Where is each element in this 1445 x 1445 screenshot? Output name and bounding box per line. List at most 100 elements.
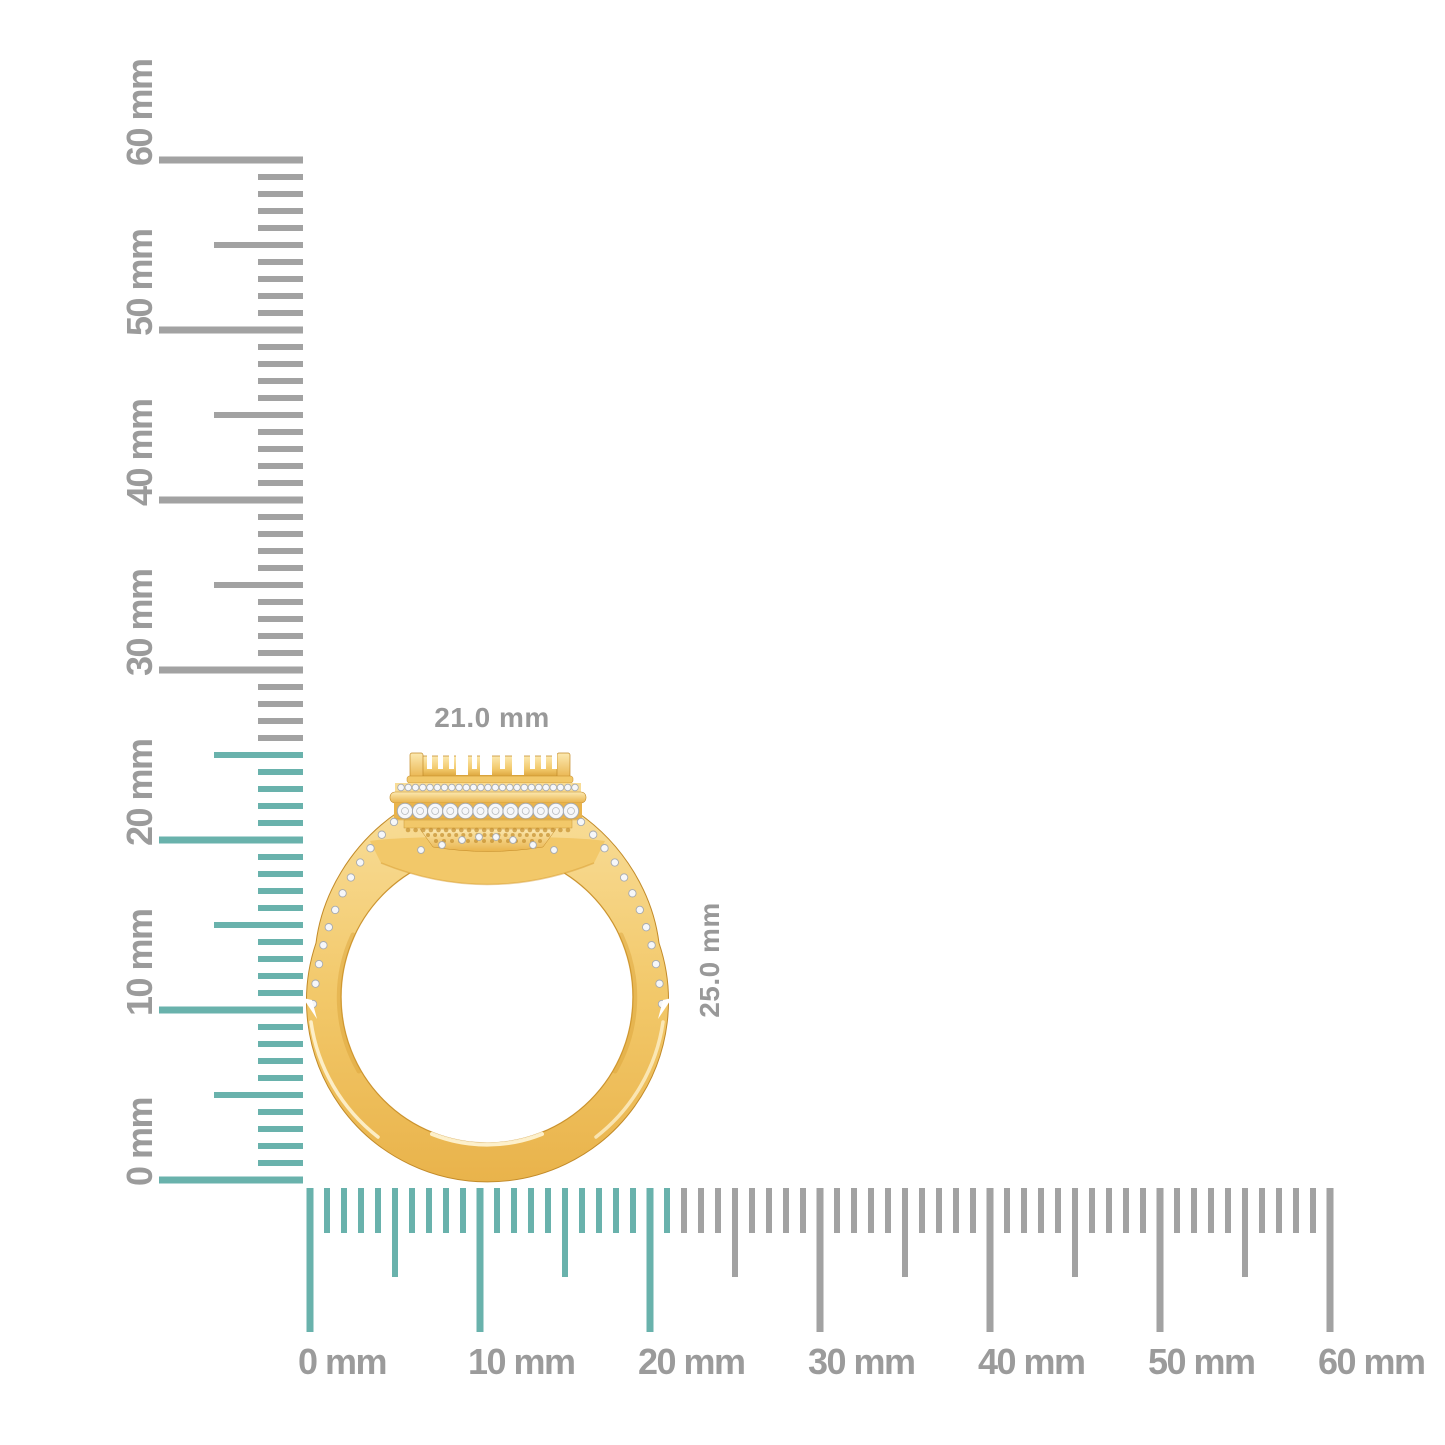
horizontal-ruler: 0 mm 10 mm 20 mm 30 mm 40 mm 50 mm 60 mm	[298, 1188, 1426, 1382]
h-ruler-tick	[664, 1188, 670, 1233]
h-ruler-tick	[1326, 1188, 1334, 1332]
gold-bead	[503, 833, 508, 837]
gold-bead	[527, 827, 533, 833]
h-ruler-tick	[1123, 1188, 1129, 1233]
shank-diamond	[389, 817, 399, 827]
gold-bead	[512, 827, 517, 833]
gold-bead	[436, 827, 441, 833]
v-ruler-tick	[258, 446, 303, 452]
v-ruler-tick	[258, 514, 303, 520]
v-ruler-label: 20 mm	[119, 739, 160, 846]
h-ruler-tick	[749, 1188, 755, 1233]
h-ruler-tick	[443, 1188, 449, 1233]
diamond-stone	[442, 802, 459, 820]
under-gallery-diamond	[417, 846, 425, 854]
shank-diamond	[589, 830, 598, 839]
gold-bead	[558, 827, 563, 833]
gold-bead	[461, 833, 466, 837]
shank-diamond	[635, 905, 644, 915]
gold-bead	[420, 827, 426, 833]
h-ruler-tick	[766, 1188, 772, 1233]
v-ruler-label: 40 mm	[119, 399, 160, 506]
v-ruler-tick	[258, 1058, 303, 1064]
gold-bead	[504, 827, 510, 833]
h-ruler-tick	[732, 1188, 738, 1277]
h-ruler-label: 20 mm	[638, 1341, 745, 1382]
crown-notch	[456, 754, 468, 775]
diamond-facet	[431, 807, 440, 815]
diamond-stone	[484, 783, 492, 792]
h-ruler-tick	[681, 1188, 687, 1233]
shank-diamond	[610, 858, 619, 867]
crown-slot	[472, 754, 477, 769]
diamond-facet	[491, 807, 500, 815]
ring-illustration	[303, 752, 672, 1183]
gold-bead	[443, 827, 449, 833]
h-ruler-label: 10 mm	[468, 1341, 575, 1382]
v-ruler-tick	[258, 650, 303, 656]
h-ruler-tick	[1191, 1188, 1197, 1233]
under-gallery-diamond	[529, 841, 537, 849]
v-ruler-tick	[258, 990, 303, 996]
v-ruler-tick	[258, 1143, 303, 1149]
h-ruler-tick	[324, 1188, 330, 1233]
crown-notch	[480, 754, 492, 775]
diamond-facet	[446, 807, 455, 815]
h-ruler-tick	[936, 1188, 942, 1233]
gold-bead	[497, 827, 502, 833]
v-ruler-tick	[258, 718, 303, 724]
shank-diamond	[314, 959, 324, 969]
h-ruler-tick	[1225, 1188, 1231, 1233]
h-ruler-tick	[816, 1188, 824, 1332]
diamond-stone	[562, 802, 580, 820]
h-ruler-tick	[375, 1188, 381, 1233]
gold-bead	[451, 827, 457, 833]
diamond-stone	[556, 783, 565, 792]
h-ruler-tick	[613, 1188, 619, 1233]
gold-bead	[550, 827, 556, 833]
v-ruler-tick	[258, 1109, 303, 1115]
gold-bead	[426, 833, 430, 837]
shank-diamond	[655, 979, 664, 988]
shank-diamond	[338, 889, 347, 898]
h-ruler-tick	[409, 1188, 415, 1233]
v-ruler-tick	[258, 463, 303, 469]
diamond-stone	[477, 783, 485, 792]
h-ruler-tick	[1242, 1188, 1248, 1277]
v-ruler-label: 10 mm	[119, 909, 160, 1016]
diamond-stone	[520, 783, 528, 792]
v-ruler-tick	[258, 310, 303, 316]
v-ruler-tick	[258, 378, 303, 384]
h-ruler-tick	[511, 1188, 517, 1233]
shank-diamond	[377, 830, 386, 839]
h-ruler-tick	[426, 1188, 432, 1233]
crown-slot	[530, 754, 535, 769]
diamond-stone	[404, 783, 412, 792]
h-ruler-tick	[562, 1188, 568, 1277]
under-gallery-diamond	[492, 833, 500, 841]
h-ruler-tick	[630, 1188, 636, 1233]
gold-bead	[405, 827, 411, 833]
v-ruler-tick	[214, 752, 303, 758]
bridge-edge-line	[380, 862, 595, 886]
v-ruler-tick	[214, 412, 303, 418]
h-ruler-tick	[460, 1188, 466, 1233]
gold-bead	[466, 839, 470, 843]
v-ruler-tick	[258, 1160, 303, 1166]
v-ruler-tick	[258, 548, 303, 554]
inner-shadow-right	[612, 932, 638, 1074]
h-ruler-tick	[868, 1188, 874, 1233]
shank-diamond	[356, 858, 365, 867]
ring-width-label: 21.0 mm	[434, 702, 550, 733]
diamond-facet	[567, 807, 575, 815]
shank-diamond	[346, 873, 356, 882]
gold-bead	[510, 833, 515, 837]
gold-bead	[538, 833, 543, 837]
diamond-facet	[536, 807, 545, 815]
shank-diamond	[324, 923, 333, 932]
gold-bead	[434, 839, 438, 843]
diamond-stone	[517, 802, 534, 820]
crown-slot	[427, 754, 432, 769]
gold-bead	[524, 833, 529, 837]
h-ruler-tick	[341, 1188, 347, 1233]
